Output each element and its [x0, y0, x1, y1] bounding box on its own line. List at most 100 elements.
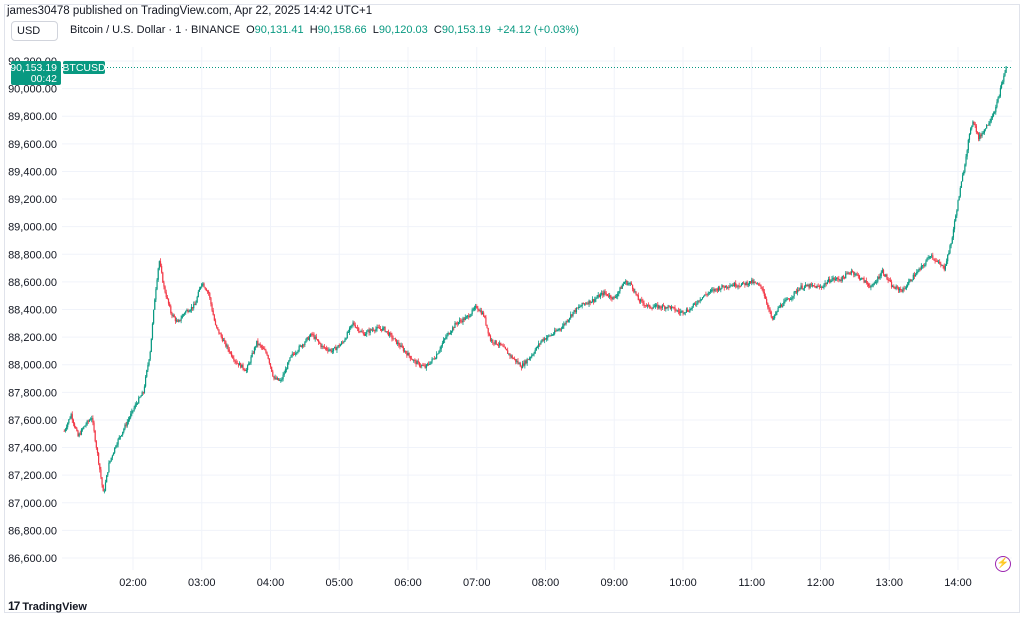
- candle-body: [86, 420, 88, 425]
- candle-body: [197, 291, 199, 297]
- candle-body: [651, 308, 653, 309]
- candle-body: [462, 318, 464, 323]
- candle-body: [375, 328, 377, 331]
- candle-body: [83, 426, 85, 429]
- candle-body: [330, 349, 332, 352]
- candle-body: [392, 338, 394, 340]
- candle-body: [837, 277, 839, 279]
- candle-body: [194, 304, 196, 306]
- candle-body: [463, 318, 465, 321]
- candle-body: [678, 311, 681, 313]
- lightning-alert-icon[interactable]: ⚡: [995, 556, 1011, 572]
- candle-body: [526, 359, 528, 364]
- candle-body: [242, 364, 244, 369]
- candle-body: [95, 441, 97, 448]
- candle-body: [369, 329, 371, 333]
- candle-body: [540, 341, 542, 344]
- candle-body: [635, 291, 637, 295]
- candle-body: [737, 285, 739, 287]
- candle-body: [384, 326, 386, 332]
- candle-body: [141, 392, 143, 396]
- candle-body: [664, 306, 666, 309]
- x-tick-label: 07:00: [463, 577, 491, 589]
- candle-body: [618, 291, 620, 294]
- candle-body: [534, 349, 536, 354]
- candle-body: [816, 285, 818, 289]
- candle-body: [94, 430, 96, 442]
- candle-body: [846, 273, 848, 275]
- candle-body: [693, 303, 696, 305]
- candle-body: [976, 132, 979, 134]
- x-tick-label: 11:00: [738, 577, 765, 589]
- candle-body: [548, 335, 550, 337]
- candle-body: [979, 134, 981, 140]
- candle-body: [775, 312, 777, 316]
- candle-body: [579, 306, 581, 308]
- candle-body: [293, 354, 296, 355]
- candle-body: [566, 321, 568, 322]
- candle-body: [628, 283, 630, 285]
- candle-body: [346, 332, 348, 339]
- symbol-name[interactable]: Bitcoin / U.S. Dollar · 1 · BINANCE: [70, 24, 240, 36]
- candle-body: [981, 133, 983, 137]
- candle-body: [307, 337, 309, 340]
- candle-body: [955, 215, 957, 222]
- candle-body: [858, 275, 861, 280]
- candle-body: [453, 327, 455, 329]
- candle-body: [465, 316, 468, 318]
- candle-body: [134, 404, 136, 408]
- candle-body: [739, 286, 741, 287]
- candle-body: [374, 330, 376, 332]
- candle-body: [511, 355, 513, 359]
- candle-body: [759, 284, 761, 286]
- candle-body: [379, 328, 382, 330]
- candle-body: [165, 292, 167, 298]
- candle-body: [563, 323, 565, 327]
- candle-body: [536, 346, 539, 348]
- candle-body: [544, 338, 547, 340]
- candle-body: [98, 453, 100, 464]
- candle-body: [752, 279, 754, 284]
- candle-body: [645, 305, 647, 307]
- candle-body: [445, 337, 447, 339]
- candle-body: [479, 310, 481, 312]
- candle-body: [527, 359, 529, 361]
- candle-body: [973, 121, 975, 124]
- candle-body: [525, 360, 527, 364]
- candle-body: [957, 200, 959, 211]
- candle-body: [786, 298, 788, 300]
- candle-body: [106, 475, 108, 483]
- candle-body: [629, 282, 631, 284]
- y-tick-label: 90,000.00: [8, 84, 57, 96]
- candle-body: [747, 283, 749, 286]
- tradingview-logo[interactable]: 17 TradingView: [8, 599, 87, 613]
- candle-body: [580, 306, 582, 307]
- candle-body: [158, 261, 160, 269]
- candle-body: [509, 353, 511, 357]
- candle-body: [928, 257, 930, 259]
- candle-body: [690, 308, 692, 310]
- candle-body: [356, 327, 359, 329]
- candle-body: [971, 126, 973, 129]
- candle-body: [634, 291, 636, 293]
- candle-body: [625, 280, 627, 283]
- candle-body: [521, 363, 524, 369]
- candle-body: [107, 472, 109, 476]
- candle-body: [881, 269, 883, 273]
- candle-body: [732, 284, 735, 287]
- y-tick-label: 89,800.00: [8, 111, 57, 123]
- candle-body: [308, 336, 311, 340]
- candle-body: [714, 288, 716, 291]
- currency-button[interactable]: USD: [11, 21, 58, 41]
- candle-body: [172, 314, 174, 316]
- candle-body: [840, 279, 842, 281]
- candle-body: [232, 356, 234, 359]
- candle-body: [517, 361, 519, 364]
- candle-body: [994, 112, 996, 114]
- x-tick-label: 05:00: [325, 577, 353, 589]
- candle-body: [860, 279, 862, 280]
- candle-body: [291, 353, 293, 356]
- candle-body: [889, 280, 891, 282]
- candle-body: [320, 343, 322, 347]
